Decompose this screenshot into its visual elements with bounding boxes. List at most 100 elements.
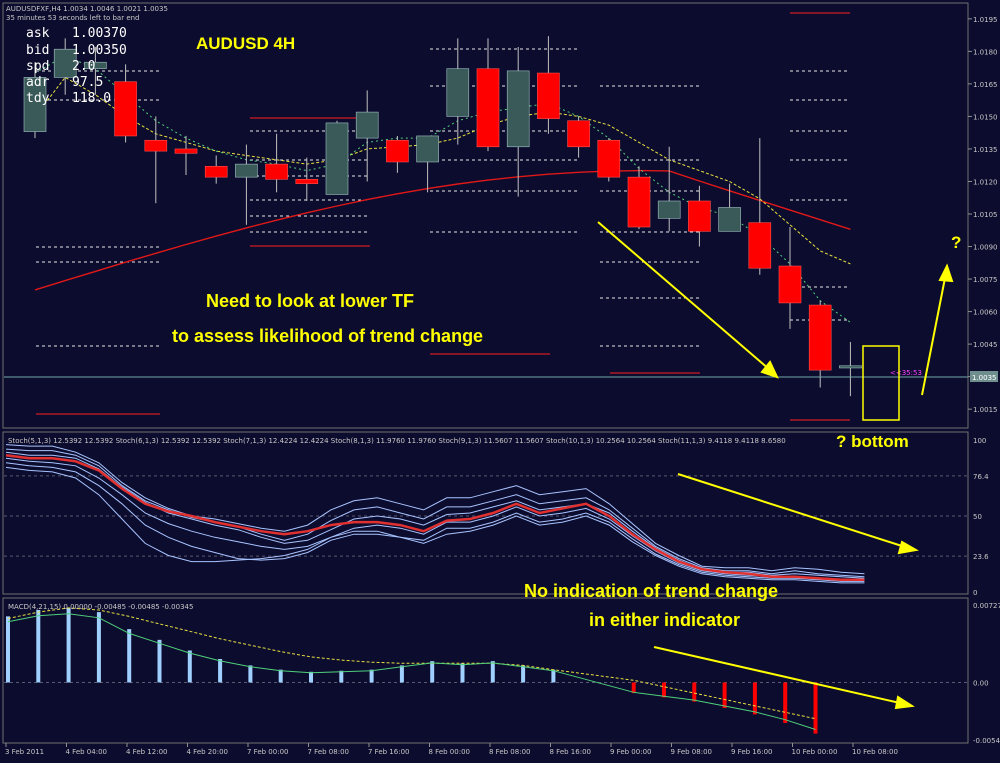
candle bbox=[235, 144, 258, 225]
time-tick-label: 8 Feb 08:00 bbox=[489, 748, 530, 756]
candle-body-bear bbox=[295, 179, 319, 184]
candle bbox=[808, 300, 832, 388]
candle bbox=[144, 116, 168, 204]
price-tick-label: 1.0165 bbox=[973, 81, 998, 89]
candle-body-bull bbox=[657, 200, 681, 219]
candle bbox=[355, 90, 379, 182]
candle-body-bull bbox=[355, 111, 379, 139]
price-tick-label: 1.0045 bbox=[973, 341, 998, 349]
candle bbox=[839, 341, 862, 397]
time-tick-label: 9 Feb 00:00 bbox=[610, 748, 651, 756]
fast-ma-line bbox=[34, 76, 851, 265]
candle-body-bear bbox=[174, 148, 198, 154]
macd-indicator: 0.00727 0.00 -0.0054 bbox=[4, 602, 1000, 745]
time-tick-label: 10 Feb 00:00 bbox=[792, 748, 838, 756]
stoch-panel-border bbox=[2, 431, 969, 595]
arrow-up-price bbox=[921, 277, 946, 396]
candle-body-bull bbox=[325, 122, 349, 195]
candle bbox=[446, 38, 470, 145]
candle-body-bear bbox=[204, 165, 228, 178]
stoch-tick-label: 23.6 bbox=[973, 553, 989, 561]
candle bbox=[476, 38, 500, 152]
stoch-line bbox=[5, 466, 865, 584]
current-price-label: 1.0035 bbox=[972, 374, 997, 382]
stat-tdy-value: 118.0 bbox=[72, 91, 111, 106]
highlight-box bbox=[862, 345, 900, 421]
candle-body-bull bbox=[235, 163, 258, 178]
candle-body-bull bbox=[839, 365, 862, 369]
price-tick-label: 1.0195 bbox=[973, 16, 998, 24]
candle bbox=[416, 135, 439, 193]
candle-body-bull bbox=[23, 77, 47, 132]
candle-body-bull bbox=[53, 48, 77, 78]
macd-line bbox=[7, 613, 816, 730]
candle-body-bear bbox=[386, 139, 409, 163]
candle-body-bear bbox=[808, 304, 832, 371]
candle-body-bull bbox=[84, 61, 107, 70]
stat-bid-label: bid bbox=[26, 43, 49, 58]
candle bbox=[265, 133, 288, 193]
stoch-tick-label: 50 bbox=[973, 513, 982, 521]
timer-line: 35 minutes 53 seconds left to bar end bbox=[6, 14, 140, 22]
moving-averages bbox=[34, 55, 851, 323]
candle bbox=[84, 47, 107, 95]
annotation-no-indication-line1: No indication of trend change bbox=[524, 581, 778, 601]
candle-body-bear bbox=[627, 176, 651, 228]
candle bbox=[627, 166, 651, 230]
stoch-tick-label: 100 bbox=[973, 437, 986, 445]
price-tick-label: 1.0075 bbox=[973, 276, 998, 284]
macd-tick-label: 0.00 bbox=[973, 679, 989, 687]
time-tick-label: 7 Feb 08:00 bbox=[308, 748, 349, 756]
candle bbox=[718, 183, 741, 232]
candle bbox=[597, 138, 621, 182]
candle-body-bear bbox=[597, 139, 621, 178]
price-tick-label: 1.0090 bbox=[973, 244, 998, 252]
candle-body-bull bbox=[718, 207, 741, 232]
annotation-lower-tf-line1: Need to look at lower TF bbox=[206, 291, 414, 311]
candle bbox=[325, 120, 349, 195]
time-tick-label: 8 Feb 16:00 bbox=[550, 748, 591, 756]
stat-ask-value: 1.00370 bbox=[72, 26, 127, 41]
time-tick-label: 7 Feb 00:00 bbox=[247, 748, 288, 756]
candles-group bbox=[23, 36, 862, 397]
candle-body-bear bbox=[567, 120, 590, 148]
time-tick-label: 9 Feb 16:00 bbox=[731, 748, 772, 756]
stat-tdy-label: tdy bbox=[26, 91, 50, 106]
candle bbox=[688, 185, 711, 247]
annotation-arrows bbox=[597, 221, 954, 710]
candle bbox=[748, 138, 772, 275]
arrow-down-price bbox=[597, 221, 771, 371]
candle-body-bear bbox=[748, 222, 772, 269]
price-tick-label: 1.0060 bbox=[973, 309, 998, 317]
price-panel-border bbox=[2, 2, 969, 429]
stoch-line bbox=[5, 444, 865, 575]
arrow-down-stoch-head bbox=[897, 540, 919, 555]
candle-body-bear bbox=[778, 265, 802, 304]
macd-tick-label: 0.00727 bbox=[973, 602, 1000, 610]
countdown-label: <<35:53 bbox=[890, 369, 922, 377]
stat-bid-value: 1.00350 bbox=[72, 43, 127, 58]
candle bbox=[23, 62, 47, 139]
candle-body-bull bbox=[446, 68, 470, 117]
candle-body-bear bbox=[476, 68, 500, 148]
annotation-no-indication-line2: in either indicator bbox=[589, 610, 740, 630]
symbol-line: AUDUSDFXF,H4 1.0034 1.0046 1.0021 1.0035 bbox=[6, 5, 168, 13]
arrow-down-macd bbox=[653, 646, 901, 704]
annotation-lower-tf-line2: to assess likelihood of trend change bbox=[172, 326, 483, 346]
arrow-down-macd-head bbox=[894, 695, 915, 710]
macd-panel-border bbox=[2, 597, 969, 744]
chart-title: AUDUSD 4H bbox=[196, 34, 295, 53]
stat-spd-label: spd bbox=[26, 59, 49, 74]
candle-body-bear bbox=[265, 163, 288, 180]
stat-adr-label: adr bbox=[26, 75, 50, 90]
stochastic-indicator: 100 76.4 50 23.6 0 bbox=[4, 437, 989, 597]
candle bbox=[537, 36, 560, 134]
time-tick-label: 10 Feb 08:00 bbox=[852, 748, 898, 756]
candle bbox=[506, 47, 530, 197]
price-tick-label: 1.0105 bbox=[973, 211, 998, 219]
candle-body-bear bbox=[114, 81, 137, 137]
stats-box: ask 1.00370 bid 1.00350 spd 2.0 adr 97.5… bbox=[26, 26, 127, 106]
arrow-down-price-head bbox=[760, 360, 779, 379]
